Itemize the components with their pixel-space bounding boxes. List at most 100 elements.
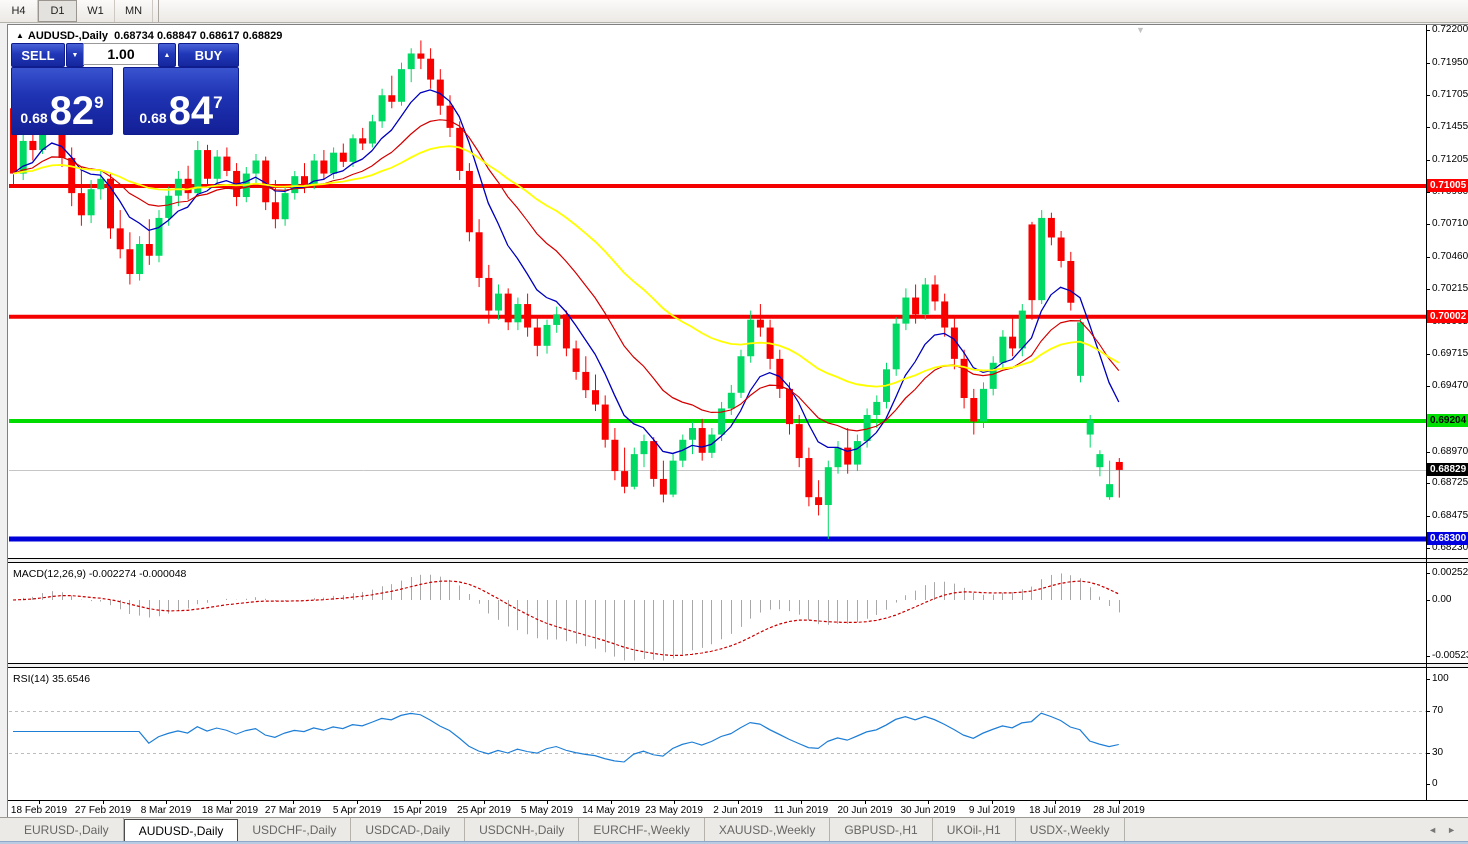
rsi-axis-tick-dash <box>1426 679 1430 680</box>
price-axis-tick: 0.69715 <box>1432 348 1468 359</box>
time-axis-tick <box>865 801 866 804</box>
chart-shift-marker-icon[interactable]: ▼ <box>1136 25 1145 35</box>
price-axis-tick: 0.71205 <box>1432 154 1468 165</box>
rsi-axis-tick: 30 <box>1432 747 1444 758</box>
buy-button[interactable]: BUY <box>178 43 239 67</box>
time-axis-tick <box>357 801 358 804</box>
price-axis-tick: 0.69470 <box>1432 380 1468 391</box>
tabs-scroll-left-icon[interactable]: ◄ <box>1428 824 1438 835</box>
price-axis-tick: 0.71455 <box>1432 121 1468 132</box>
time-axis-label: 9 Jul 2019 <box>968 805 1016 816</box>
time-axis-tick <box>230 801 231 804</box>
sell-button[interactable]: SELL <box>11 43 65 67</box>
price-axis-tick: 0.70460 <box>1432 251 1468 262</box>
chart-tab-audusd[interactable]: AUDUSD-,Daily <box>123 819 239 841</box>
current-price-tag[interactable]: 0.68829 <box>1427 463 1468 476</box>
macd-indicator-canvas[interactable] <box>9 563 1426 663</box>
macd-axis-tick-dash <box>1426 573 1430 574</box>
price-axis-tick: 0.68230 <box>1432 542 1468 553</box>
chart-window: ▲ AUDUSD-,Daily 0.68734 0.68847 0.68617 0… <box>7 24 1468 818</box>
chart-tab-usdchf[interactable]: USDCHF-,Daily <box>238 818 352 841</box>
rsi-indicator-canvas[interactable] <box>9 668 1426 800</box>
panel-divider[interactable] <box>8 667 1468 668</box>
time-axis-label: 23 May 2019 <box>645 805 703 816</box>
volume-decrease-button[interactable]: ▼ <box>66 43 84 67</box>
timeframe-toolbar: H4 D1 W1 MN <box>0 0 1468 23</box>
volume-input[interactable]: 1.00 <box>83 43 159 65</box>
chart-tab-usdcnh[interactable]: USDCNH-,Daily <box>465 818 580 841</box>
volume-increase-button[interactable]: ▲ <box>158 43 176 67</box>
time-axis-label: 5 Apr 2019 <box>332 805 382 816</box>
hline-price-tag-0.70002[interactable]: 0.70002 <box>1427 310 1468 323</box>
timeframe-button-mn[interactable]: MN <box>115 0 153 22</box>
time-axis-label: 5 May 2019 <box>520 805 574 816</box>
price-axis-border <box>1426 25 1427 800</box>
time-axis-tick <box>166 801 167 804</box>
macd-values: -0.002274 -0.000048 <box>88 568 187 580</box>
time-axis-tick <box>611 801 612 804</box>
rsi-axis-tick-dash <box>1426 711 1430 712</box>
toolbar-separator <box>153 0 159 22</box>
price-axis-tick-dash <box>1426 224 1430 225</box>
time-axis-label: 2 Jun 2019 <box>713 805 763 816</box>
hline-price-tag-0.69204[interactable]: 0.69204 <box>1427 414 1468 427</box>
panel-gutter <box>8 664 1468 667</box>
chart-tab-eurusd[interactable]: EURUSD-,Daily <box>10 818 124 841</box>
timeframe-button-h4[interactable]: H4 <box>0 0 38 22</box>
rsi-value: 35.6546 <box>52 673 91 685</box>
panel-gutter <box>8 559 1468 562</box>
time-axis-tick <box>801 801 802 804</box>
price-axis-tick: 0.68725 <box>1432 477 1468 488</box>
chart-tab-usdcad[interactable]: USDCAD-,Daily <box>351 818 466 841</box>
price-axis-tick-dash <box>1426 289 1430 290</box>
panel-divider[interactable] <box>8 562 1468 563</box>
time-axis-label: 30 Jun 2019 <box>900 805 956 816</box>
time-axis-label: 18 Jul 2019 <box>1029 805 1081 816</box>
time-axis-label: 11 Jun 2019 <box>773 805 829 816</box>
time-axis-tick <box>420 801 421 804</box>
time-axis-tick <box>484 801 485 804</box>
time-axis-tick <box>293 801 294 804</box>
chart-ohlc-values: 0.68734 0.68847 0.68617 0.68829 <box>114 30 283 42</box>
macd-axis-tick: 0.00 <box>1432 594 1452 605</box>
timeframe-button-d1[interactable]: D1 <box>38 0 77 22</box>
time-axis-label: 27 Mar 2019 <box>264 805 322 816</box>
main-chart-canvas[interactable] <box>9 26 1426 556</box>
price-axis-tick-dash <box>1426 95 1430 96</box>
chart-title: ▲ AUDUSD-,Daily 0.68734 0.68847 0.68617 0… <box>16 30 282 42</box>
price-axis-tick-dash <box>1426 452 1430 453</box>
time-axis-label: 14 May 2019 <box>582 805 640 816</box>
chart-tab-gbpusd[interactable]: GBPUSD-,H1 <box>830 818 933 841</box>
hline-price-tag-0.71005[interactable]: 0.71005 <box>1427 179 1468 192</box>
price-axis-tick-dash <box>1426 386 1430 387</box>
chart-tab-usdx[interactable]: USDX-,Weekly <box>1016 818 1125 841</box>
time-axis-label: 28 Jul 2019 <box>1093 805 1145 816</box>
panel-divider[interactable] <box>8 663 1468 664</box>
hline-price-tag-0.68300[interactable]: 0.68300 <box>1427 532 1468 545</box>
panel-divider[interactable] <box>8 558 1468 559</box>
panel-divider <box>8 800 1468 801</box>
chart-tab-xauusd[interactable]: XAUUSD-,Weekly <box>705 818 831 841</box>
rsi-axis-tick-dash <box>1426 753 1430 754</box>
timeframe-button-w1[interactable]: W1 <box>77 0 115 22</box>
rsi-axis-tick: 0 <box>1432 778 1438 789</box>
buy-price-button[interactable]: 0.68 84 7 <box>123 67 239 135</box>
time-axis-label: 20 Jun 2019 <box>837 805 893 816</box>
sell-price-button[interactable]: 0.68 82 9 <box>11 67 113 135</box>
sell-price-big: 82 <box>49 89 95 133</box>
price-axis-tick: 0.70215 <box>1432 283 1468 294</box>
sell-price-prefix: 0.68 <box>20 110 48 126</box>
chart-tab-eurchf[interactable]: EURCHF-,Weekly <box>579 818 705 841</box>
time-axis-tick <box>547 801 548 804</box>
price-axis-tick-dash <box>1426 516 1430 517</box>
macd-axis-tick-dash <box>1426 656 1430 657</box>
tabs-scroll-right-icon[interactable]: ► <box>1447 824 1456 835</box>
time-axis[interactable] <box>8 801 1468 818</box>
chart-tab-ukoil[interactable]: UKOil-,H1 <box>933 818 1016 841</box>
chart-symbol-label: AUDUSD-,Daily <box>27 30 108 42</box>
time-axis-label: 8 Mar 2019 <box>140 805 192 816</box>
time-axis-tick <box>992 801 993 804</box>
symbol-marker-icon: ▲ <box>16 31 24 40</box>
time-axis-tick <box>674 801 675 804</box>
